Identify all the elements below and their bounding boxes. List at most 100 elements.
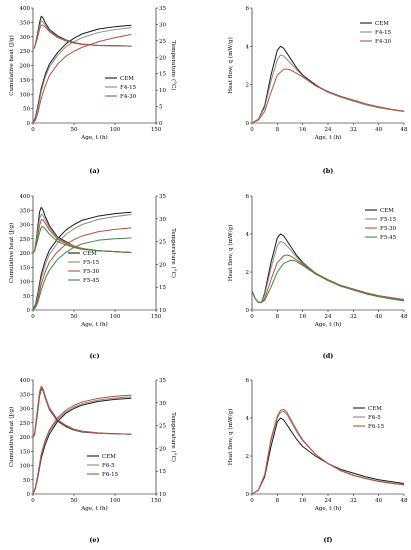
legend: CEM F5-15 F5-30 F5-45: [365, 208, 397, 241]
legend-entry: F6-5: [368, 415, 381, 421]
series-line-f5-45: [32, 237, 132, 311]
panel-label: (d): [323, 352, 334, 360]
y-tick-label: 150: [20, 78, 31, 84]
y-tick-label: 6: [246, 6, 250, 12]
panel-label: (f): [324, 536, 333, 544]
x-tick-label: 100: [110, 498, 121, 504]
panel-label: (a): [89, 167, 99, 175]
x-tick-label: 0: [31, 314, 35, 320]
y2-tick-label: 0: [159, 121, 163, 127]
y-tick-label: 250: [20, 49, 31, 55]
y-axis-label: Heat flow, q (mW/g): [227, 37, 234, 94]
legend-entry: F6-15: [368, 424, 385, 430]
panel-label: (b): [323, 167, 334, 175]
x-tick-label: 24: [325, 498, 332, 504]
legend-entry: F4-30: [375, 39, 392, 45]
x-tick-label: 50: [71, 314, 78, 320]
y-axis-label: Heat flow, q (mW/g): [227, 225, 234, 282]
y-tick-label: 0: [246, 492, 250, 498]
legend-entry: F5-45: [83, 278, 100, 284]
chart-panel-e: 0 50 100 150 0 50 100 150 200 250 300 350 400 10 15 20 2…: [8, 378, 177, 544]
y2-tick-label: 35: [159, 6, 166, 12]
x-tick-label: 0: [31, 498, 35, 504]
y-axis-label: Cumulative heat (J/g): [8, 35, 15, 96]
legend-entry: F6-15: [102, 472, 119, 478]
y2-tick-label: 30: [159, 401, 166, 407]
y-tick-label: 100: [20, 92, 31, 98]
legend-entry: CEM: [120, 76, 134, 82]
x-tick-label: 48: [401, 314, 408, 320]
y2-tick-label: 10: [159, 88, 166, 94]
legend-entry: F5-30: [83, 269, 100, 275]
chart-panel-a: 0 50 100 1500501001502002503003504000510152…: [8, 6, 177, 175]
y-tick-label: 300: [20, 223, 31, 229]
y-tick-label: 0: [246, 308, 250, 314]
y2-tick-label: 30: [159, 217, 166, 223]
panel-label: (e): [89, 536, 99, 544]
y-tick-label: 200: [20, 251, 31, 257]
series-line-f4-15: [251, 54, 405, 124]
y-tick-label: 100: [20, 280, 31, 286]
legend: CEM F6-5 F6-15: [353, 406, 385, 430]
x-axis-label: Age, t (h): [314, 505, 341, 512]
legend-entry: F5-15: [83, 260, 100, 266]
x-tick-label: 0: [250, 127, 254, 133]
y2-tick-label: 10: [159, 308, 166, 314]
x-axis-label: Age, t (h): [80, 321, 107, 328]
x-tick-label: 0: [250, 314, 254, 320]
x-tick-label: 8: [276, 127, 280, 133]
y-tick-label: 4: [246, 416, 250, 422]
y2-axis-label: Temperature (°C): [170, 412, 177, 462]
legend-entry: CEM: [83, 251, 97, 257]
panel-label: (c): [89, 352, 99, 360]
legend-entry: F4-15: [120, 85, 137, 91]
x-tick-label: 100: [110, 314, 121, 320]
y2-tick-label: 25: [159, 240, 166, 246]
legend: CEM F4-15 F4-30: [105, 76, 137, 100]
y-tick-label: 400: [20, 6, 31, 12]
y-tick-label: 0: [246, 121, 250, 127]
x-tick-label: 40: [375, 314, 382, 320]
legend-entry: CEM: [368, 406, 382, 412]
x-tick-label: 48: [401, 498, 408, 504]
series-line-f4-15: [32, 27, 132, 124]
series-line-f6-15: [251, 408, 405, 495]
x-tick-label: 16: [299, 498, 306, 504]
series-line-f4-30: [32, 33, 132, 124]
legend-entry: F5-30: [380, 226, 397, 232]
legend-entry: CEM: [102, 454, 116, 460]
x-axis-label: Age, t (h): [314, 321, 341, 328]
y-tick-label: 250: [20, 237, 31, 243]
series-line-cem: [32, 24, 132, 124]
series-line-f4-30: [251, 68, 405, 124]
y-axis-label: Cumulative heat (J/g): [8, 223, 15, 284]
x-tick-label: 40: [375, 127, 382, 133]
x-tick-label: 40: [375, 498, 382, 504]
x-tick-label: 150: [151, 127, 162, 133]
y-tick-label: 4: [246, 44, 250, 50]
series-line-f6-15: [32, 394, 132, 495]
y-tick-label: 50: [23, 107, 30, 113]
x-tick-label: 50: [71, 498, 78, 504]
legend-entry: F5-45: [380, 235, 397, 241]
y-tick-label: 150: [20, 449, 31, 455]
y2-tick-label: 15: [159, 469, 166, 475]
y-tick-label: 6: [246, 378, 250, 384]
legend-entry: F5-15: [380, 217, 397, 223]
y2-tick-label: 15: [159, 285, 166, 291]
y2-tick-label: 5: [159, 105, 163, 111]
series-line-f4-30-temperature: [32, 24, 132, 50]
series-line-f6-5-temperature: [32, 387, 132, 438]
y2-tick-label: 10: [159, 492, 166, 498]
legend-entry: F6-5: [102, 463, 115, 469]
series-line-cem: [32, 397, 132, 495]
y-tick-label: 6: [246, 194, 250, 200]
x-tick-label: 48: [401, 127, 408, 133]
x-tick-label: 8: [276, 498, 280, 504]
legend: CEM F5-15 F5-30 F5-45: [68, 251, 100, 284]
series-line-cem: [251, 417, 405, 495]
